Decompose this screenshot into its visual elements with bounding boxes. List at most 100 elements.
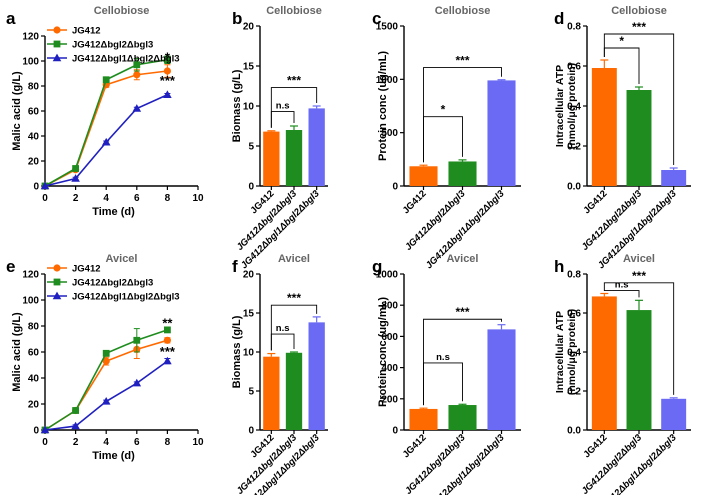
data-point-triangle bbox=[52, 53, 62, 62]
data-point-circle bbox=[163, 336, 171, 344]
significance-annotation: *** bbox=[160, 344, 176, 359]
y-tick-label: 0.2 bbox=[567, 142, 581, 153]
panel-label: c bbox=[372, 9, 381, 28]
data-point-square bbox=[72, 407, 79, 414]
significance-bracket bbox=[423, 318, 502, 406]
data-point-triangle bbox=[71, 421, 80, 430]
bar-2 bbox=[487, 80, 516, 186]
y-tick-label: 0.6 bbox=[567, 309, 581, 320]
data-point-triangle bbox=[101, 397, 111, 405]
significance-annotation: * bbox=[165, 49, 171, 64]
legend-entry: JG412 bbox=[72, 264, 101, 275]
y-tick-label: 120 bbox=[22, 32, 39, 43]
data-point-triangle bbox=[163, 90, 172, 98]
y-axis-label: Malic acid (g/L) bbox=[11, 71, 23, 151]
significance-annotation: ** bbox=[162, 315, 173, 330]
panel-label: f bbox=[232, 257, 238, 276]
y-tick-label: 1000 bbox=[376, 270, 399, 281]
data-point-circle bbox=[102, 357, 110, 365]
x-axis-label: Time (d) bbox=[92, 206, 135, 218]
panel-c: c Cellobiose 0 500 1000 1500 Protein conc (ug/… bbox=[372, 5, 521, 271]
data-point-square bbox=[164, 56, 171, 64]
y-axis-label-line: Intracellular ATP bbox=[554, 65, 566, 147]
bar-2 bbox=[487, 329, 516, 430]
x-tick-label: 6 bbox=[134, 437, 140, 448]
significance-label: *** bbox=[632, 20, 646, 34]
x-tick-label: 6 bbox=[134, 193, 140, 204]
category-label: JG412 bbox=[401, 432, 429, 460]
chart-title: Avicel bbox=[623, 253, 655, 265]
category-label: JG412Δbgl2Δbgl3 bbox=[580, 188, 645, 253]
legend-entry: JG412 bbox=[72, 26, 101, 37]
y-tick-label: 20 bbox=[28, 157, 40, 168]
y-axis-label: Biomass (g/L) bbox=[231, 315, 243, 388]
data-point-square bbox=[102, 76, 110, 84]
legend-entry: JG412Δbgl1Δbgl2Δbgl3 bbox=[72, 54, 180, 65]
y-tick-label: 120 bbox=[22, 270, 39, 281]
x-tick-label: 0 bbox=[42, 437, 48, 448]
y-tick-label: 0.0 bbox=[567, 426, 581, 437]
y-tick-label: 0.8 bbox=[567, 22, 581, 33]
y-tick-label: 40 bbox=[28, 374, 40, 385]
chart-title: Cellobiose bbox=[611, 5, 667, 17]
x-tick-label: 4 bbox=[103, 437, 109, 448]
y-tick-label: 0.8 bbox=[567, 270, 581, 281]
y-tick-label: 0 bbox=[33, 182, 39, 193]
x-tick-label: 10 bbox=[192, 437, 204, 448]
y-tick-label: 20 bbox=[28, 400, 40, 411]
bar-0 bbox=[263, 131, 280, 186]
data-point-triangle bbox=[52, 291, 62, 300]
significance-bracket bbox=[423, 362, 463, 406]
x-tick-label: 8 bbox=[165, 437, 171, 448]
chart-title: Cellobiose bbox=[266, 5, 322, 17]
y-tick-label: 500 bbox=[381, 128, 398, 139]
data-point-circle bbox=[53, 26, 61, 34]
panel-label: d bbox=[554, 9, 564, 28]
data-point-triangle bbox=[163, 356, 172, 365]
chart-title: Avicel bbox=[446, 253, 478, 265]
y-axis-label-line: Intracellular ATP bbox=[554, 311, 566, 393]
panel-g: g Avicel 0 200 400 600 800 1000 Protein conc (ug… bbox=[372, 253, 521, 495]
significance-label: n.s bbox=[276, 323, 290, 334]
significance-label: n.s bbox=[276, 101, 290, 112]
x-tick-label: 0 bbox=[42, 193, 48, 204]
significance-label: * bbox=[619, 34, 624, 48]
significance-bracket bbox=[270, 87, 318, 128]
chart-title: Cellobiose bbox=[435, 5, 491, 17]
y-tick-label: 0.4 bbox=[567, 348, 581, 359]
data-point-square bbox=[72, 165, 79, 172]
data-point-triangle bbox=[132, 378, 142, 387]
chart-title: Cellobiose bbox=[94, 5, 150, 17]
data-point-circle bbox=[133, 71, 141, 79]
data-point-triangle bbox=[40, 425, 50, 434]
y-tick-label: 1000 bbox=[376, 75, 399, 86]
y-tick-label: 10 bbox=[243, 102, 255, 113]
data-point-square bbox=[53, 278, 61, 286]
data-point-square bbox=[102, 349, 110, 357]
bar-0 bbox=[409, 166, 438, 186]
significance-label: n.s bbox=[615, 280, 629, 291]
category-label: JG412 bbox=[582, 188, 610, 216]
chart-title: Avicel bbox=[105, 253, 137, 265]
category-label: JG412 bbox=[582, 432, 610, 460]
significance-label: *** bbox=[455, 305, 469, 319]
chart-title: Avicel bbox=[278, 253, 310, 265]
y-tick-label: 10 bbox=[243, 348, 255, 359]
y-axis-label: Intracellular ATP(nmol/μg protein) bbox=[554, 63, 578, 149]
y-tick-label: 100 bbox=[22, 57, 39, 68]
y-tick-label: 800 bbox=[381, 301, 398, 312]
y-tick-label: 5 bbox=[248, 387, 254, 398]
panel-h: h Avicel 0.0 0.2 0.4 0.6 0.8 Intracellular ATP(… bbox=[554, 253, 691, 495]
legend-entry: JG412Δbgl2Δbgl3 bbox=[72, 40, 153, 51]
x-tick-label: 8 bbox=[165, 193, 171, 204]
series-line-1 bbox=[44, 329, 168, 431]
panel-label: b bbox=[232, 9, 242, 28]
y-axis-label: Protein conc (ug/mL) bbox=[377, 51, 389, 161]
series-line-2 bbox=[44, 360, 168, 431]
significance-annotation: *** bbox=[160, 73, 176, 88]
data-point-triangle bbox=[40, 181, 50, 190]
bar-1 bbox=[448, 161, 477, 186]
bar-0 bbox=[591, 296, 617, 430]
